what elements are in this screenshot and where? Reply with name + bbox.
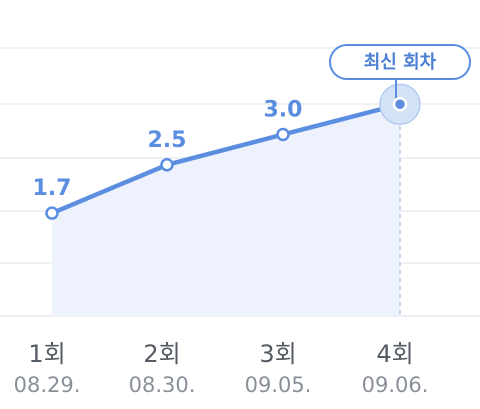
data-label: 1.7 (33, 176, 72, 201)
tick-label-round: 4회 (376, 340, 413, 368)
tick-label-date: 09.06. (362, 373, 429, 397)
latest-round-callout: 최신 회차 (329, 44, 471, 98)
area-fill (52, 104, 400, 316)
area-layer (52, 104, 400, 316)
series-line (49, 102, 403, 216)
tick-label-date: 09.05. (245, 373, 312, 397)
series-layer (49, 102, 403, 216)
data-point (45, 206, 59, 220)
x-axis-ticks: 1회 2회 3회 4회 08.29. 08.30. 09.05. 09.06. (14, 340, 429, 397)
points-layer (45, 83, 421, 220)
tick-label-date: 08.29. (14, 373, 81, 397)
data-point (160, 158, 174, 172)
callout-label: 최신 회차 (364, 52, 437, 73)
data-label: 3.0 (264, 98, 303, 123)
data-point (276, 127, 290, 142)
callout-box (329, 44, 471, 80)
data-label: 2.5 (148, 128, 187, 153)
tick-label-date: 08.30. (129, 373, 196, 397)
tick-label-round: 2회 (143, 340, 180, 368)
tick-label-round: 3회 (259, 340, 296, 368)
data-point-latest (392, 97, 408, 112)
tick-label-round: 1회 (28, 340, 65, 368)
